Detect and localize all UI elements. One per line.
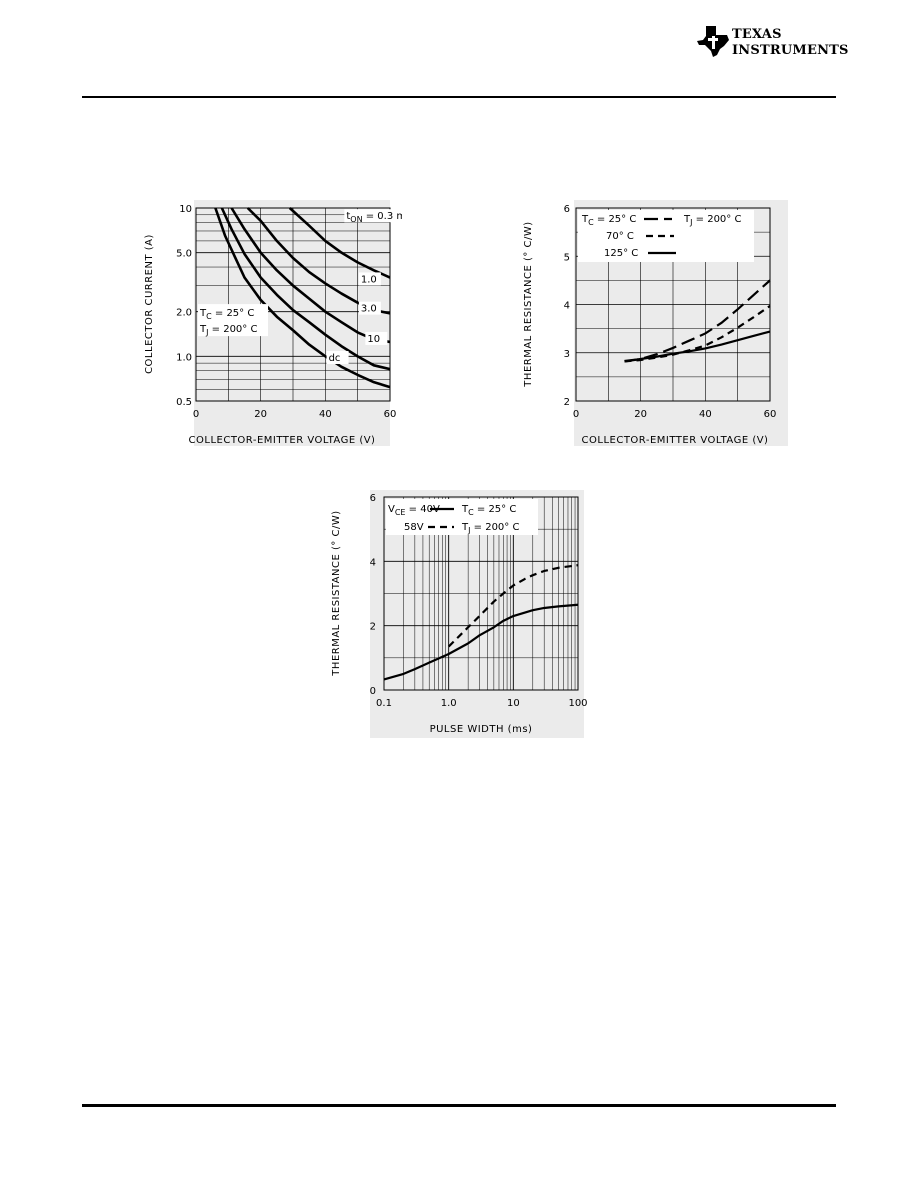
logo-text-texas: TEXAS: [732, 27, 782, 42]
condition-bg: [198, 304, 268, 337]
y-tick-label: 5.0: [176, 249, 192, 260]
y-axis-label: COLLECTOR CURRENT (A): [144, 234, 155, 374]
series-line: [383, 603, 579, 681]
legend: TC = 25° C 70° C 125° C TJ = 200° C: [578, 210, 754, 262]
thermal-pulse-chart: 0.1 1.0 10 100 0 2 4 6 PULSE WIDTH (ms) THERMAL…: [328, 488, 598, 744]
y-axis-label: THERMAL RESISTANCE (° C/W): [523, 221, 534, 387]
x-tick-label: 20: [634, 409, 647, 420]
thermal-voltage-chart: 0 20 40 60 2 3 4 5 6 COLLECTOR-EMITTER VOLTAGE (…: [520, 198, 790, 452]
series-line: [624, 330, 771, 363]
series-label-bg: [344, 209, 403, 223]
condition-label: TJ = 200° C: [199, 324, 257, 337]
y-tick-label: 0: [370, 686, 376, 697]
tick-labels: 0 20 40 60 2 3 4 5 6: [564, 204, 777, 420]
ti-logo: TEXAS INSTRUMENTS: [696, 22, 849, 62]
tick-labels: 0.1 1.0 10 100 0 2 4 6: [370, 493, 588, 709]
series-line: [624, 279, 771, 363]
x-axis-label: COLLECTOR-EMITTER VOLTAGE (V): [582, 435, 769, 446]
legend-label: 125° C: [604, 248, 638, 259]
tick-labels: 0 20 40 60 0.5 1.0 2.0 5.0 10: [176, 204, 396, 420]
legend-label: TC = 25° C: [581, 214, 636, 227]
y-tick-label: 4: [564, 301, 570, 312]
y-tick-label: 2.0: [176, 308, 192, 319]
series-label-bg: [358, 272, 381, 286]
x-axis-label: PULSE WIDTH (ms): [430, 724, 533, 735]
condition-label: TC = 25° C: [461, 504, 516, 517]
x-tick-label: 60: [384, 409, 397, 420]
legend-label: 70° C: [606, 231, 634, 242]
y-tick-label: 1.0: [176, 352, 192, 363]
y-tick-label: 6: [370, 493, 376, 504]
x-tick-label: 0: [573, 409, 579, 420]
x-tick-label: 10: [507, 698, 520, 709]
plot-frame: [575, 207, 771, 402]
series-line: [220, 207, 391, 371]
y-tick-label: 4: [370, 557, 376, 568]
series-line: [214, 207, 391, 389]
logo-text-instruments: INSTRUMENTS: [732, 43, 849, 58]
legend-label: 58V: [404, 522, 424, 533]
legend: VCE = 40V 58V TC = 25° C TJ = 200° C: [386, 499, 538, 535]
y-tick-label: 2: [370, 622, 376, 633]
soa-chart: 0 20 40 60 0.5 1.0 2.0 5.0 10 COLLECTOR-EMITTER …: [142, 198, 411, 452]
plot-frame: [195, 207, 391, 402]
legend-bg: [386, 499, 538, 535]
texas-state-icon: [697, 26, 729, 57]
y-tick-label: 5: [564, 252, 570, 263]
y-tick-label: 3: [564, 349, 570, 360]
header-rule: [82, 96, 836, 98]
series-line: [447, 564, 579, 648]
series-label-bg: [365, 331, 388, 345]
series-label-bg: [358, 301, 381, 315]
series-line: [230, 207, 391, 344]
x-tick-label: 100: [568, 698, 587, 709]
y-tick-label: 0.5: [176, 397, 192, 408]
condition-label: TJ = 200° C: [461, 522, 519, 535]
x-tick-label: 1.0: [441, 698, 457, 709]
condition-label: TC = 25° C: [199, 308, 254, 321]
x-tick-label: 0: [193, 409, 199, 420]
y-axis-label: THERMAL RESISTANCE (° C/W): [331, 510, 342, 676]
x-tick-label: 60: [764, 409, 777, 420]
x-axis-label: COLLECTOR-EMITTER VOLTAGE (V): [189, 435, 376, 446]
series-line: [288, 207, 391, 279]
series-label-bg: [326, 351, 349, 365]
series-label: 10: [367, 334, 380, 345]
series-label: 1.0: [361, 274, 377, 285]
series-group: [624, 279, 771, 363]
y-tick-label: 10: [179, 204, 192, 215]
series-group: [383, 564, 579, 681]
x-tick-label: 40: [699, 409, 712, 420]
y-tick-label: 6: [564, 204, 570, 215]
soa-chart-svg: 0 20 40 60 0.5 1.0 2.0 5.0 10 COLLECTOR-EMITTER …: [144, 200, 411, 446]
plot-frame: [383, 496, 579, 691]
series-label: 3.0: [361, 304, 377, 315]
series-label: dc: [329, 353, 341, 364]
x-tick-label: 0.1: [376, 698, 392, 709]
thermal-voltage-chart-svg: 0 20 40 60 2 3 4 5 6 COLLECTOR-EMITTER VOLTAGE (…: [523, 200, 788, 446]
y-tick-label: 2: [564, 397, 570, 408]
footer-rule: [82, 1104, 836, 1107]
x-tick-label: 20: [254, 409, 267, 420]
thermal-pulse-chart-svg: 0.1 1.0 10 100 0 2 4 6 PULSE WIDTH (ms) THERMAL…: [331, 490, 588, 738]
condition-label: TJ = 200° C: [683, 214, 741, 227]
legend-label: VCE = 40V: [388, 504, 440, 517]
x-tick-label: 40: [319, 409, 332, 420]
